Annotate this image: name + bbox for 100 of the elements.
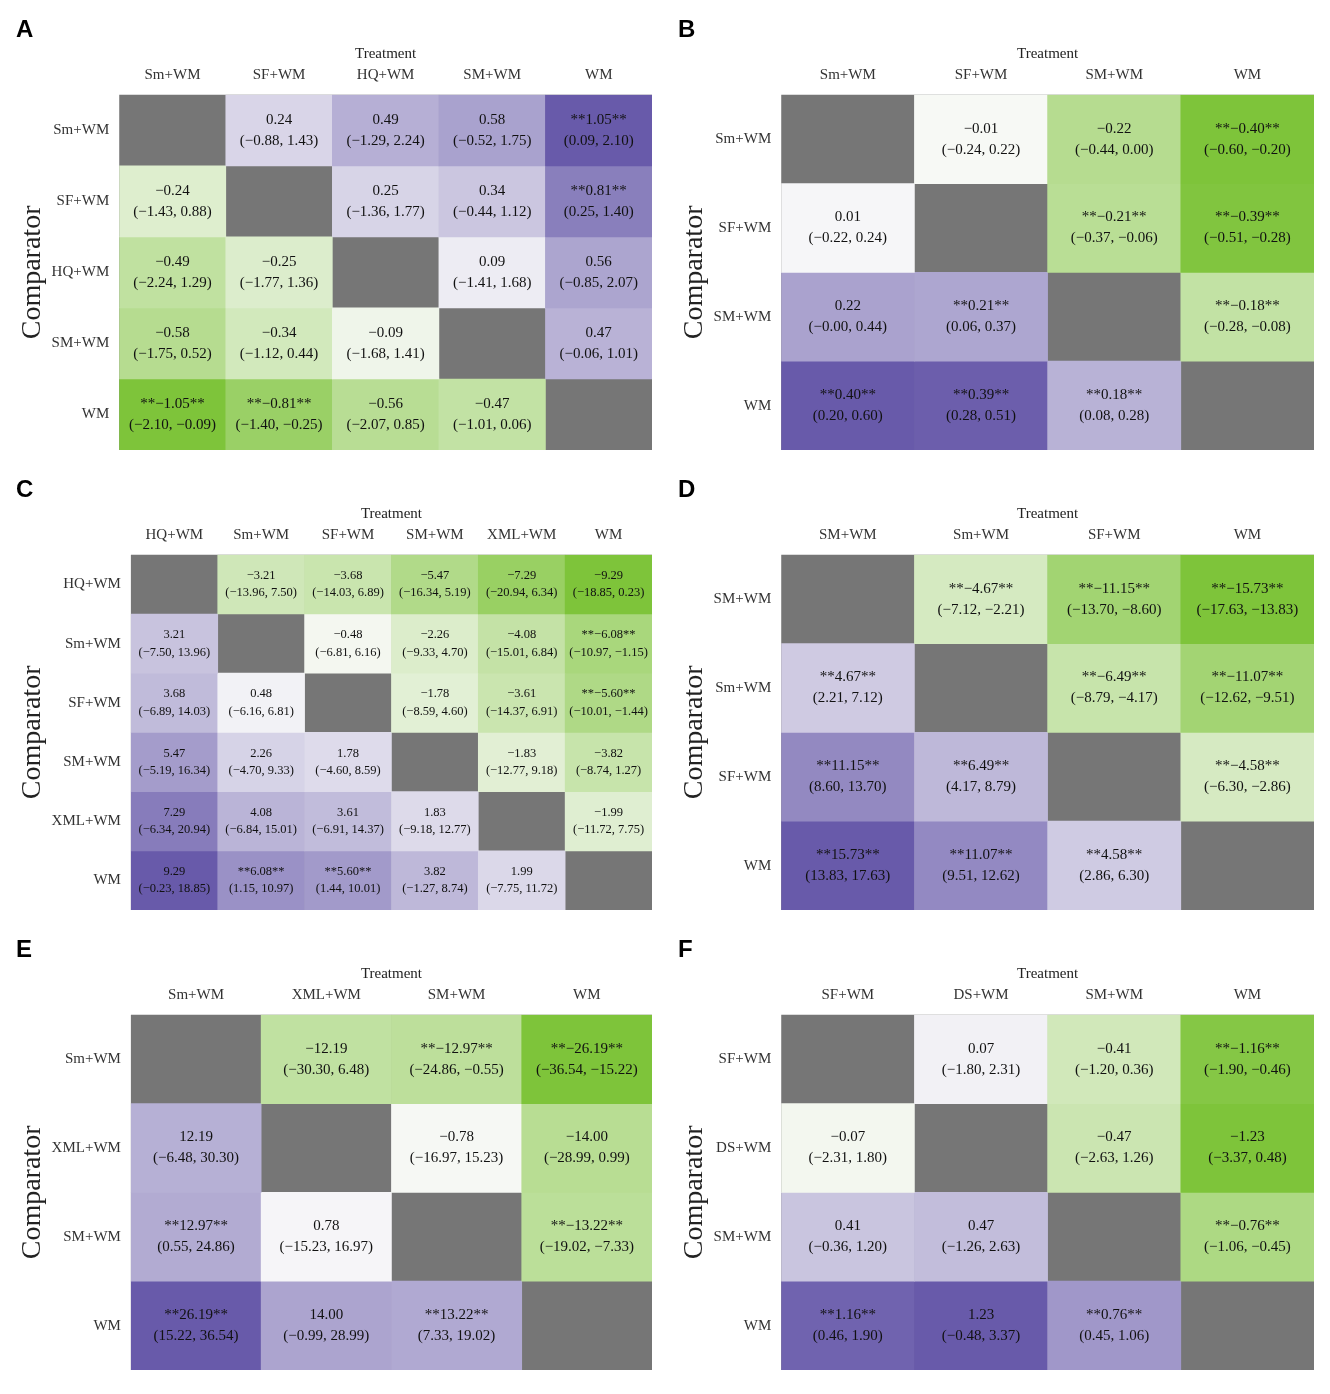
x-tick-label: SF+WM	[821, 985, 875, 1002]
annotation: (−1.41, 1.68)	[452, 273, 532, 291]
data-label: **1.16**	[819, 1306, 876, 1323]
y-tick-label: SF+WM	[718, 767, 772, 784]
x-tick-label: SM+WM	[406, 525, 464, 542]
data-label: −4.08	[507, 627, 537, 642]
annotation: (−6.89, 14.03)	[138, 703, 211, 718]
y-tick-label: WM	[93, 1316, 121, 1333]
data-label: −7.29	[507, 567, 537, 582]
y-tick-label: Sm+WM	[53, 121, 110, 138]
annotation: (15.22, 36.54)	[153, 1327, 239, 1345]
data-label: 0.78	[313, 1217, 340, 1234]
data-label: −3.68	[333, 567, 363, 582]
annotation: (−1.80, 2.31)	[941, 1060, 1021, 1078]
data-label: **−26.19**	[550, 1039, 623, 1056]
data-label: 0.22	[834, 297, 861, 314]
data-label: **−0.18**	[1215, 297, 1280, 314]
annotation: (−6.16, 6.81)	[228, 703, 294, 718]
data-label: **−4.67**	[948, 579, 1014, 596]
y-axis-title: Comparator	[15, 204, 47, 340]
data-label: −0.09	[368, 323, 403, 340]
annotation: (−2.24, 1.29)	[133, 273, 212, 291]
y-tick-label: SF+WM	[718, 1050, 772, 1067]
data-label: −3.61	[507, 686, 537, 701]
y-tick-label: HQ+WM	[63, 575, 121, 592]
y-axis-title: Comparator	[15, 664, 47, 800]
annotation: (−11.72, 7.75)	[572, 822, 645, 837]
annotation: (−6.84, 15.01)	[225, 822, 297, 837]
data-label: **−6.08**	[581, 627, 636, 642]
y-tick-label: WM	[93, 871, 121, 888]
data-label: 3.61	[337, 804, 359, 819]
annotation: (−1.40, −0.25)	[235, 415, 323, 433]
data-label: **0.18**	[1086, 386, 1143, 403]
annotation: (−0.00, 0.44)	[808, 318, 888, 336]
y-tick-label: SM+WM	[51, 334, 110, 351]
data-label: −0.25	[261, 252, 297, 269]
x-tick-label: HQ+WM	[356, 65, 415, 82]
data-label: −0.58	[155, 323, 190, 340]
data-label: −12.19	[305, 1039, 348, 1056]
x-tick-label: WM	[594, 525, 623, 542]
annotation: (−2.10, −0.09)	[129, 415, 216, 433]
data-label: −2.26	[420, 627, 450, 642]
annotation: (−5.19, 16.34)	[138, 763, 211, 778]
x-tick-label: SM+WM	[1085, 985, 1144, 1002]
y-tick-label: WM	[743, 396, 772, 413]
data-label: 14.00	[309, 1306, 344, 1323]
chart-title: D	[678, 475, 696, 503]
annotation: (7.33, 19.02)	[417, 1327, 496, 1345]
data-label: −1.23	[1230, 1128, 1265, 1145]
data-label: 0.41	[834, 1217, 861, 1234]
annotation: (0.46, 1.90)	[812, 1327, 883, 1345]
data-label: −1.83	[507, 745, 537, 760]
annotation: (−0.60, −0.20)	[1203, 140, 1291, 158]
x-tick-label: Sm+WM	[144, 65, 201, 82]
y-tick-label: WM	[743, 1316, 772, 1333]
annotation: (0.28, 0.51)	[946, 407, 1017, 425]
annotation: (−0.23, 18.85)	[138, 881, 211, 896]
data-label: 0.25	[372, 181, 399, 198]
y-tick-label: XML+WM	[51, 812, 121, 829]
data-label: 0.01	[834, 208, 861, 225]
annotation: (−0.37, −0.06)	[1070, 229, 1158, 247]
data-label: 4.08	[250, 804, 273, 819]
data-label: −0.41	[1096, 1039, 1132, 1056]
annotation: (−1.90, −0.46)	[1203, 1060, 1291, 1078]
y-tick-label: SM+WM	[713, 1227, 772, 1244]
annotation: (−6.34, 20.94)	[138, 822, 211, 837]
annotation: (8.60, 13.70)	[809, 778, 887, 796]
annotation: (−1.01, 0.06)	[452, 415, 532, 433]
data-label: −3.82	[594, 745, 624, 760]
x-axis-title: Treatment	[355, 44, 417, 61]
annotation: (−1.29, 2.24)	[346, 131, 425, 149]
data-label: **−5.60**	[581, 686, 636, 701]
data-label: **5.60**	[324, 863, 372, 878]
x-tick-label: SM+WM	[463, 65, 521, 82]
data-label: **0.76**	[1086, 1306, 1143, 1323]
y-tick-label: SM+WM	[63, 752, 121, 769]
annotation: (1.44, 10.01)	[315, 881, 381, 896]
y-tick-label: WM	[81, 405, 110, 422]
chart-title: F	[678, 935, 693, 963]
annotation: (−15.23, 16.97)	[279, 1238, 374, 1256]
annotation: (−0.99, 28.99)	[283, 1327, 370, 1345]
data-label: 1.23	[967, 1306, 995, 1323]
data-label: **0.21**	[952, 297, 1010, 314]
x-tick-label: WM	[1233, 985, 1262, 1002]
data-label: **26.19**	[164, 1306, 228, 1323]
y-tick-label: Sm+WM	[715, 130, 772, 147]
y-tick-label: SF+WM	[68, 693, 121, 710]
data-label: **4.67**	[819, 668, 876, 685]
data-label: 0.24	[265, 110, 293, 127]
y-tick-label: SM+WM	[713, 590, 772, 607]
annotation: (−1.36, 1.77)	[346, 202, 425, 220]
chart-title: E	[16, 935, 33, 963]
data-label: −3.21	[246, 567, 276, 582]
annotation: (−4.70, 9.33)	[228, 763, 294, 778]
annotation: (−17.63, −13.83)	[1196, 600, 1299, 618]
annotation: (−13.96, 7.50)	[225, 585, 297, 600]
y-tick-label: Sm+WM	[715, 678, 772, 695]
annotation: (−12.77, 9.18)	[485, 763, 558, 778]
annotation: (−30.30, 6.48)	[283, 1060, 370, 1078]
annotation: (−1.06, −0.45)	[1203, 1238, 1291, 1256]
